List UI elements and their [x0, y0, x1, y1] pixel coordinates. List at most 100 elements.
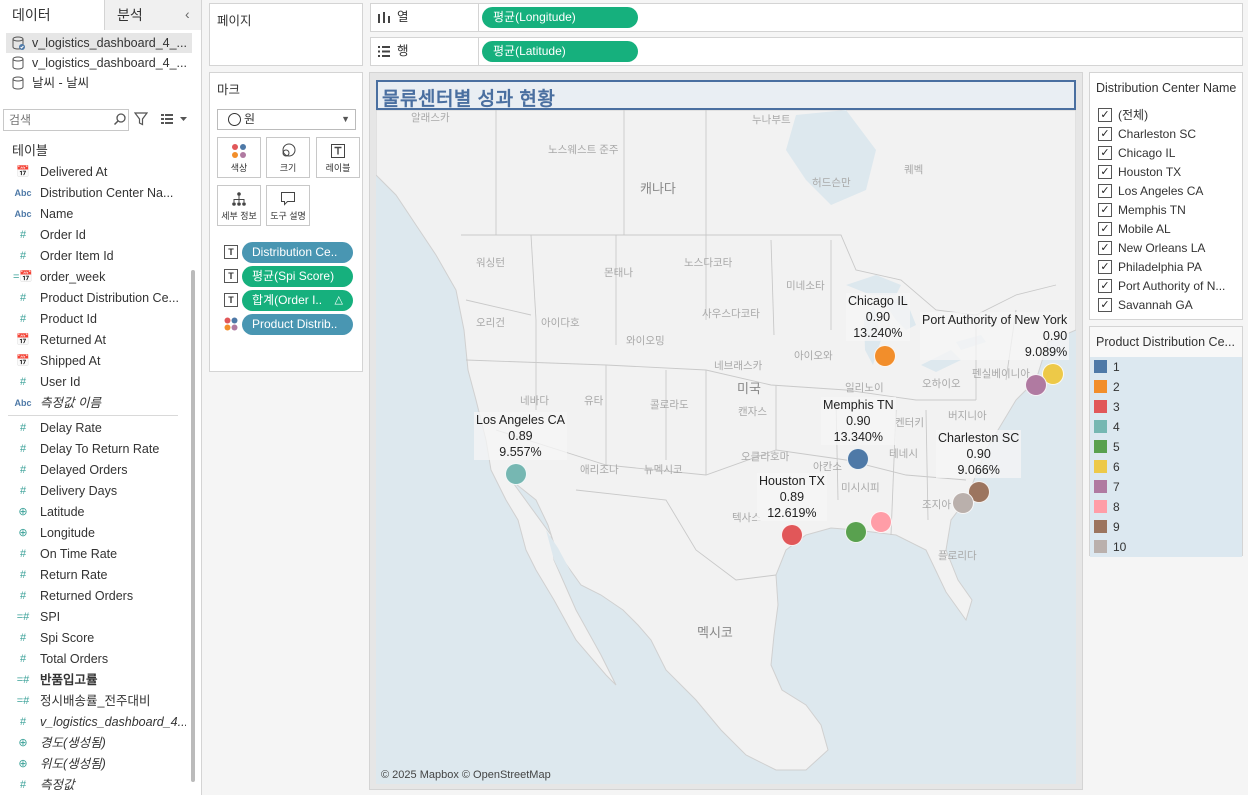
marker-new-orleans[interactable]	[870, 511, 892, 533]
filter-item[interactable]: ✓ (전체)	[1096, 106, 1242, 125]
field-item[interactable]: # User Id	[0, 372, 186, 393]
marks-pill-row[interactable]: Product Distrib..	[224, 314, 356, 335]
legend-item[interactable]: 10	[1090, 537, 1242, 557]
field-item[interactable]: =📅 order_week	[0, 267, 186, 288]
field-item[interactable]: # Delay Rate	[0, 418, 186, 439]
search-icon[interactable]	[113, 112, 127, 126]
field-item[interactable]: =# 반품입고률	[0, 670, 186, 691]
marks-pill[interactable]: 평균(Spi Score)	[242, 266, 353, 287]
marker-houston[interactable]	[781, 524, 803, 546]
columns-shelf[interactable]: 열 평균(Longitude)	[370, 3, 1243, 32]
field-item[interactable]: ⊕ 경도(생성됨)	[0, 733, 186, 754]
legend-item[interactable]: 5	[1090, 437, 1242, 457]
field-item[interactable]: # v_logistics_dashboard_4...	[0, 712, 186, 733]
tab-data[interactable]: 데이터	[0, 0, 105, 30]
legend-item[interactable]: 4	[1090, 417, 1242, 437]
mark-type-dropdown[interactable]: 원 ▼	[217, 109, 356, 130]
filter-item[interactable]: ✓ Savannah GA	[1096, 296, 1242, 315]
checkbox-icon[interactable]: ✓	[1098, 260, 1112, 274]
marker-new-york[interactable]	[1042, 363, 1064, 385]
filter-item[interactable]: ✓ Chicago IL	[1096, 144, 1242, 163]
longitude-pill[interactable]: 평균(Longitude)	[482, 7, 638, 28]
datasource-item[interactable]: v_logistics_dashboard_4_...	[6, 53, 192, 73]
field-item[interactable]: 📅 Delivered At	[0, 162, 186, 183]
marks-pill[interactable]: Distribution Ce..	[242, 242, 353, 263]
legend-item[interactable]: 2	[1090, 377, 1242, 397]
checkbox-icon[interactable]: ✓	[1098, 241, 1112, 255]
rows-shelf[interactable]: 행 평균(Latitude)	[370, 37, 1243, 66]
checkbox-icon[interactable]: ✓	[1098, 203, 1112, 217]
field-item[interactable]: # Spi Score	[0, 628, 186, 649]
tab-analytics[interactable]: 분석	[105, 0, 201, 30]
filter-item[interactable]: ✓ Los Angeles CA	[1096, 182, 1242, 201]
legend-item[interactable]: 6	[1090, 457, 1242, 477]
map-attribution[interactable]: © 2025 Mapbox © OpenStreetMap	[381, 769, 551, 781]
field-item[interactable]: 📅 Returned At	[0, 330, 186, 351]
field-item[interactable]: # Return Rate	[0, 565, 186, 586]
marker-los-angeles[interactable]	[505, 463, 527, 485]
map-canvas[interactable]	[376, 80, 1076, 784]
datasource-item[interactable]: 날씨 - 날씨	[6, 73, 192, 93]
field-item[interactable]: # Delivery Days	[0, 481, 186, 502]
latitude-pill[interactable]: 평균(Latitude)	[482, 41, 638, 62]
checkbox-icon[interactable]: ✓	[1098, 165, 1112, 179]
filter-item[interactable]: ✓ Port Authority of N...	[1096, 277, 1242, 296]
datasource-item[interactable]: v_logistics_dashboard_4_...	[6, 33, 192, 53]
marks-pill[interactable]: 합계(Order I.. △	[242, 290, 353, 311]
field-item[interactable]: ⊕ 위도(생성됨)	[0, 754, 186, 775]
field-item[interactable]: ⊕ Latitude	[0, 502, 186, 523]
color-button[interactable]: 색상	[217, 137, 261, 178]
checkbox-icon[interactable]: ✓	[1098, 146, 1112, 160]
legend-item[interactable]: 7	[1090, 477, 1242, 497]
field-item[interactable]: # Product Distribution Ce...	[0, 288, 186, 309]
marks-pill[interactable]: Product Distrib..	[242, 314, 353, 335]
field-item[interactable]: # Product Id	[0, 309, 186, 330]
filter-item[interactable]: ✓ Memphis TN	[1096, 201, 1242, 220]
label-button[interactable]: 레이블	[316, 137, 360, 178]
collapse-pane-icon[interactable]: ‹	[185, 6, 190, 22]
checkbox-icon[interactable]: ✓	[1098, 127, 1112, 141]
detail-button[interactable]: 세부 정보	[217, 185, 261, 226]
marker-memphis[interactable]	[847, 448, 869, 470]
filter-item[interactable]: ✓ Mobile AL	[1096, 220, 1242, 239]
field-item[interactable]: =# 정시배송률_전주대비	[0, 691, 186, 712]
scrollbar[interactable]	[191, 270, 195, 782]
legend-item[interactable]: 8	[1090, 497, 1242, 517]
legend-item[interactable]: 9	[1090, 517, 1242, 537]
field-item[interactable]: # Order Item Id	[0, 246, 186, 267]
field-item[interactable]: Abc Name	[0, 204, 186, 225]
field-item[interactable]: ⊕ Longitude	[0, 523, 186, 544]
field-item[interactable]: # On Time Rate	[0, 544, 186, 565]
field-item[interactable]: # Order Id	[0, 225, 186, 246]
filter-item[interactable]: ✓ Philadelphia PA	[1096, 258, 1242, 277]
checkbox-icon[interactable]: ✓	[1098, 298, 1112, 312]
filter-item[interactable]: ✓ Charleston SC	[1096, 125, 1242, 144]
marker-chicago[interactable]	[874, 345, 896, 367]
field-item[interactable]: Abc Distribution Center Na...	[0, 183, 186, 204]
filter-item[interactable]: ✓ Houston TX	[1096, 163, 1242, 182]
marker-mobile[interactable]	[845, 521, 867, 543]
field-item[interactable]: # Delayed Orders	[0, 460, 186, 481]
marks-pill-row[interactable]: T 합계(Order I.. △	[224, 290, 356, 311]
marker-savannah[interactable]	[952, 492, 974, 514]
field-item[interactable]: # Total Orders	[0, 649, 186, 670]
checkbox-icon[interactable]: ✓	[1098, 222, 1112, 236]
marker-philadelphia[interactable]	[1025, 374, 1047, 396]
legend-item[interactable]: 3	[1090, 397, 1242, 417]
field-item[interactable]: # 측정값	[0, 775, 186, 795]
field-item[interactable]: 📅 Shipped At	[0, 351, 186, 372]
marks-pill-row[interactable]: T Distribution Ce..	[224, 242, 356, 263]
field-item[interactable]: # Delay To Return Rate	[0, 439, 186, 460]
checkbox-icon[interactable]: ✓	[1098, 184, 1112, 198]
field-item[interactable]: Abc 측정값 이름	[0, 393, 186, 414]
filter-icon[interactable]	[134, 112, 148, 126]
legend-item[interactable]: 1	[1090, 357, 1242, 377]
field-item[interactable]: # Returned Orders	[0, 586, 186, 607]
list-view-icon[interactable]	[160, 112, 188, 126]
size-button[interactable]: 크기	[266, 137, 310, 178]
search-input[interactable]	[3, 109, 129, 131]
map-title-box[interactable]: 물류센터별 성과 현황	[376, 80, 1076, 110]
checkbox-icon[interactable]: ✓	[1098, 108, 1112, 122]
tooltip-button[interactable]: 도구 설명	[266, 185, 310, 226]
marker-charleston[interactable]	[968, 481, 990, 503]
